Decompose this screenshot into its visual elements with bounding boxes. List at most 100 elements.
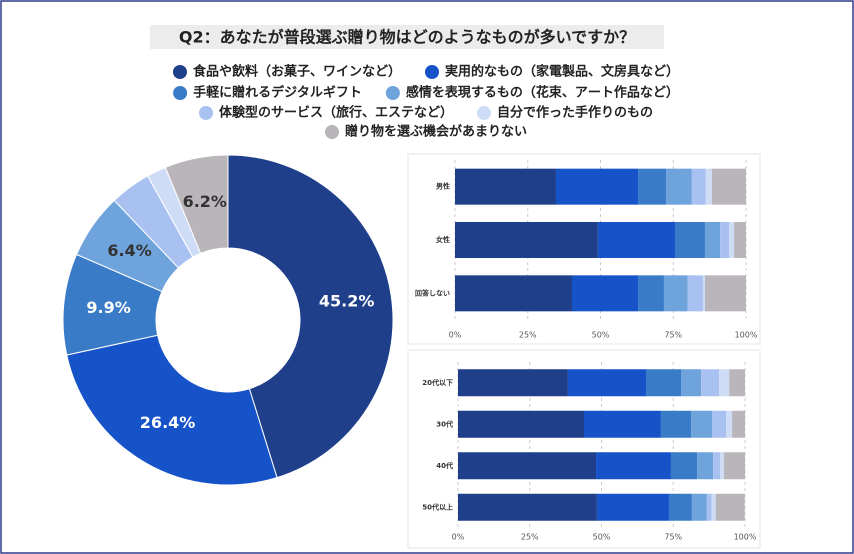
legend-label: 感情を表現するもの（花束、アート作品など） [406,85,679,101]
bar-segment [691,410,712,438]
legend-label: 体験型のサービス（旅行、エステなど） [219,105,453,121]
bar-segment [732,410,745,438]
bar-segment [596,452,671,480]
bar-segment [711,410,727,438]
bar-segment [458,493,597,521]
bar-segment [583,410,661,438]
x-tick-label: 50% [593,533,611,542]
bar-segment [720,222,730,258]
bar-segment [726,410,733,438]
bar-segment [555,168,639,205]
bar-segment [701,369,720,397]
bar-segment [729,369,745,397]
bar-segment [704,275,746,312]
bar-segment [715,493,745,521]
bar-segment [455,222,598,258]
legend-item: 感情を表現するもの（花束、アート作品など） [385,85,679,101]
legend-marker [173,86,188,100]
y-tick-label: 30代 [436,419,453,428]
panel [407,349,761,549]
bar-segment [638,168,666,205]
bar-segment [638,275,664,312]
bar-segment [691,168,706,205]
legend-marker [198,106,213,120]
legend-marker [385,86,400,100]
bar-segment [706,493,712,521]
bar-segment [665,168,692,205]
chart-title: Q2：あなたが普段選ぶ贈り物はどのようなものが多いですか？ [179,28,635,47]
x-tick-label: 25% [521,533,539,542]
donut-slice [66,334,278,486]
legend-item: 自分で作った手作りのもの [477,105,653,121]
bar-segment [720,452,725,480]
bar-segment [702,275,705,312]
legend-label: 贈り物を選ぶ機会があまりない [345,124,527,140]
x-tick-label: 0% [452,533,465,542]
bar-segment [687,275,703,312]
legend-item: 実用的なもの（家電製品、文房具など） [425,64,679,80]
legend-marker [172,65,187,79]
donut-slice [227,154,394,479]
x-tick-label: 100% [735,331,758,340]
legend-label: 手軽に贈れるデジタルギフト [193,85,362,101]
y-tick-label: 40代 [436,461,453,470]
bar-segment [713,452,721,480]
bar-segment [670,452,698,480]
bar-segment [704,222,721,258]
x-tick-label: 25% [519,331,537,340]
data-label: 26.4% [140,413,196,432]
bar-segment [660,410,692,438]
bar-segment [458,410,584,438]
bar-segment [571,275,639,312]
x-tick-label: 50% [592,331,610,340]
data-label: 9.9% [86,298,130,317]
bar-segment [711,493,716,521]
legend-item: 体験型のサービス（旅行、エステなど） [198,105,453,121]
x-tick-label: 75% [664,533,682,542]
bar-segment [711,168,746,205]
bar-segment [596,493,669,521]
bar-segment [674,222,705,258]
donut-slice [164,154,229,255]
bar-segment [455,168,556,205]
legend: 食品や飲料（お菓子、ワインなど） 実用的なもの（家電製品、文房具など） 手軽に贈れる… [172,64,679,140]
legend-label: 食品や飲料（お菓子、ワインなど） [193,64,401,80]
bar-segment [597,222,675,258]
y-tick-label: 男性 [436,182,450,191]
bar-segment [691,493,707,521]
bar-segment [645,369,681,397]
bar-segment [729,222,735,258]
bar-segment [680,369,702,397]
legend-item: 手軽に贈れるデジタルギフト [173,85,362,101]
bar-segment [719,369,730,397]
y-tick-label: 回答しない [415,288,450,297]
y-tick-label: 20代以下 [422,378,453,387]
data-label: 45.2% [319,291,375,310]
bar-segment [458,369,568,397]
legend-item: 贈り物を選ぶ機会があまりない [324,124,527,140]
legend-marker [324,125,339,139]
data-label: 6.2% [183,192,227,211]
bar-segment [668,493,692,521]
y-tick-label: 50代以上 [422,502,453,511]
y-tick-label: 女性 [436,235,450,244]
legend-label: 自分で作った手作りのもの [497,105,653,121]
x-tick-label: 100% [734,533,757,542]
bar-segment [458,452,597,480]
x-tick-label: 0% [449,331,462,340]
bar-segment [724,452,745,480]
x-tick-label: 75% [664,331,682,340]
bar-segment [567,369,646,397]
bar-segment [663,275,688,312]
legend-marker [477,106,491,120]
bar-segment [455,275,572,312]
bar-segment [697,452,714,480]
legend-label: 実用的なもの（家電製品、文房具など） [445,64,679,80]
legend-marker [425,65,439,79]
bar-segment [705,168,712,205]
bar-segment [734,222,746,258]
legend-item: 食品や飲料（お菓子、ワインなど） [172,64,401,80]
panel [407,153,761,345]
data-label: 6.4% [107,241,151,260]
